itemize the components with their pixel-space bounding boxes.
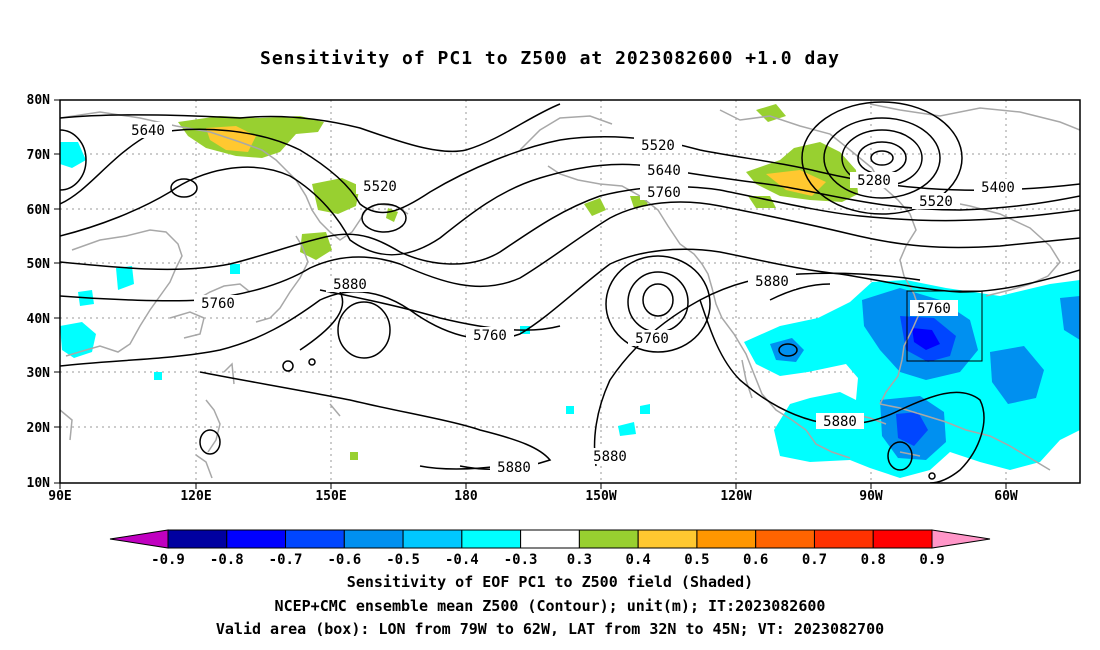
- colorbar-swatch: [226, 529, 287, 549]
- valid-area-box: [906, 290, 983, 362]
- colorbar-max-arrow: [931, 529, 991, 549]
- lat-label: 30N: [27, 366, 51, 381]
- colorbar-label: -0.4: [445, 552, 479, 568]
- colorbar-label: 0.6: [743, 552, 768, 568]
- lon-label: 60W: [994, 489, 1018, 504]
- latitude-labels: 80N 70N 60N 50N 40N 30N 20N 10N: [27, 93, 51, 491]
- colorbar-min-arrow: [109, 529, 169, 549]
- colorbar-label: 0.7: [802, 552, 827, 568]
- closed-contours: [60, 101, 963, 480]
- contour-label: 5880: [497, 460, 531, 476]
- contour-label: 5760: [201, 296, 235, 312]
- lon-label: 150W: [585, 489, 616, 504]
- lat-label: 10N: [27, 476, 51, 491]
- contour-label: 5760: [647, 185, 681, 201]
- colorbar-label: 0.5: [684, 552, 709, 568]
- contour-label: 5520: [363, 179, 397, 195]
- contour-label: 5880: [593, 449, 627, 465]
- colorbar-swatch: [872, 529, 933, 549]
- contour-label: 5760: [917, 301, 951, 317]
- contour-label: 5880: [755, 274, 789, 290]
- colorbar-swatch: [637, 529, 698, 549]
- colorbar-swatch: [402, 529, 463, 549]
- colorbar: -0.9 -0.8 -0.7 -0.6 -0.5 -0.4 -0.3 0.3 0.4 0.5 0.6…: [109, 529, 991, 568]
- contour-labels-group: 5640 5520 5520 5640 5760 5280 5400 5520 …: [124, 122, 1022, 476]
- map-border: [59, 99, 1081, 484]
- map-title: Sensitivity of PC1 to Z500 at 2023082600…: [259, 48, 840, 69]
- colorbar-swatch: [578, 529, 639, 549]
- lat-label: 60N: [27, 203, 51, 218]
- caption-contour: NCEP+CMC ensemble mean Z500 (Contour); u…: [274, 597, 826, 615]
- contour-label: 5520: [641, 138, 675, 154]
- colorbar-swatch: [167, 529, 228, 549]
- colorbar-label: -0.7: [269, 552, 303, 568]
- lon-label: 120E: [180, 489, 211, 504]
- colorbar-swatch: [520, 529, 580, 549]
- colorbar-swatch: [755, 529, 815, 549]
- contour-label: 5520: [919, 194, 953, 210]
- z500-contours: [60, 103, 1080, 483]
- contour-label: 5400: [981, 180, 1015, 196]
- contour-label: 5880: [333, 277, 367, 293]
- colorbar-swatch: [285, 529, 345, 549]
- axis-ticks: [54, 99, 1007, 489]
- colorbar-label: 0.9: [919, 552, 944, 568]
- contour-label: 5280: [857, 173, 891, 189]
- colorbar-swatch: [696, 529, 757, 549]
- colorbar-label: -0.6: [327, 552, 361, 568]
- lat-label: 20N: [27, 421, 51, 436]
- caption-valid-area: Valid area (box): LON from 79W to 62W, L…: [215, 620, 885, 638]
- colorbar-swatch: [461, 529, 522, 549]
- contour-label: 5760: [635, 331, 669, 347]
- lon-label: 90W: [859, 489, 883, 504]
- coastlines: [60, 103, 1080, 479]
- colorbar-label: -0.8: [210, 552, 244, 568]
- contour-label: 5760: [473, 328, 507, 344]
- contour-label: 5640: [131, 123, 165, 139]
- lon-label: 90E: [48, 489, 71, 504]
- caption-shading: Sensitivity of EOF PC1 to Z500 field (Sh…: [346, 573, 754, 591]
- colorbar-swatch: [343, 529, 404, 549]
- colorbar-swatch: [813, 529, 874, 549]
- lon-label: 150E: [315, 489, 346, 504]
- lon-label: 180: [454, 489, 478, 504]
- contour-label: 5640: [647, 163, 681, 179]
- colorbar-label: -0.5: [386, 552, 420, 568]
- colorbar-label: -0.3: [504, 552, 538, 568]
- colorbar-label: 0.3: [567, 552, 592, 568]
- lat-label: 70N: [27, 148, 51, 163]
- colorbar-label: 0.8: [861, 552, 886, 568]
- lat-label: 50N: [27, 257, 51, 272]
- contour-label: 5880: [823, 414, 857, 430]
- lat-label: 80N: [27, 93, 51, 108]
- lat-label: 40N: [27, 312, 51, 327]
- colorbar-label: 0.4: [626, 552, 651, 568]
- lon-label: 120W: [720, 489, 751, 504]
- longitude-labels: 90E 120E 150E 180 150W 120W 90W 60W: [48, 489, 1018, 504]
- colorbar-label: -0.9: [151, 552, 185, 568]
